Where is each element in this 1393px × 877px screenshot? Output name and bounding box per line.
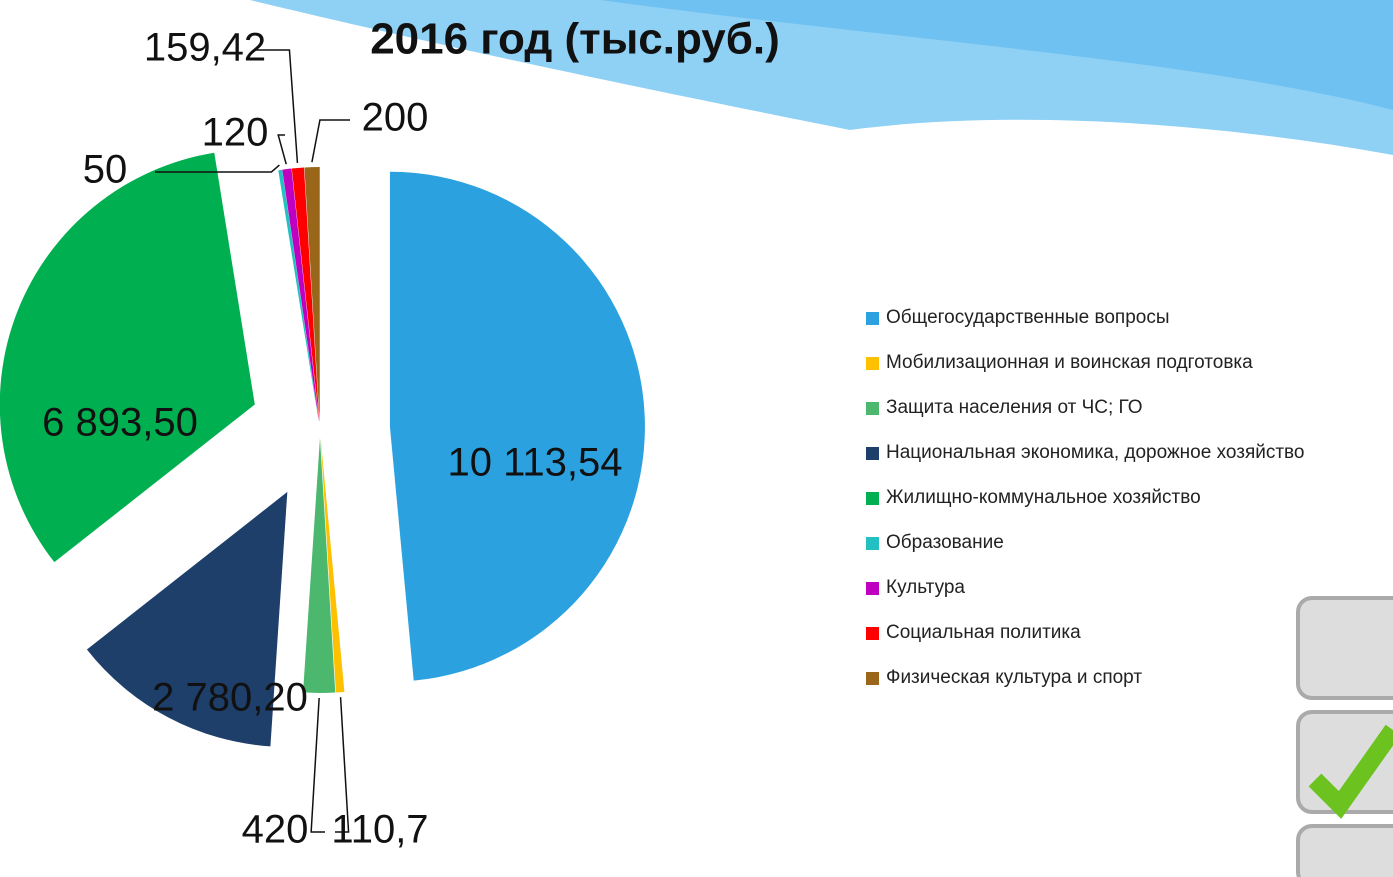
data-label: 200 [362,96,429,140]
legend-label: Культура [886,577,965,598]
legend-label: Жилищно-коммунальное хозяйство [886,487,1201,508]
checklist-icon [1298,598,1393,877]
legend-label: Социальная политика [886,622,1081,643]
chart-title: 2016 год (тыс.руб.) [370,15,780,64]
legend-label: Защита населения от ЧС; ГО [886,397,1143,418]
leader-line [311,698,325,832]
legend-swatch [866,402,879,415]
data-label: 110,7 [331,808,428,852]
legend-swatch [866,492,879,505]
legend-swatch [866,357,879,370]
data-label: 50 [83,148,128,192]
data-label: 6 893,50 [42,401,198,445]
legend-swatch [866,582,879,595]
slide: 2016 год (тыс.руб.) 10 113,54 110,7 420 2 7… [0,0,1393,877]
pie-slice [390,172,645,681]
leader-line [312,120,350,162]
legend-swatch [866,537,879,550]
data-label: 2 780,20 [152,676,308,720]
legend-label: Национальная экономика, дорожное хозяйст… [886,442,1305,463]
legend-swatch [866,447,879,460]
data-label: 420 [242,808,309,852]
legend-label: Физическая культура и спорт [886,667,1142,688]
data-label: 120 [202,111,269,155]
pie-slice [0,153,255,562]
legend-label: Мобилизационная и воинская подготовка [886,352,1253,373]
legend-label: Образование [886,532,1004,553]
legend-label: Общегосударственные вопросы [886,307,1169,328]
legend-swatch [866,627,879,640]
legend-swatch [866,312,879,325]
data-label: 159,42 [144,26,266,70]
data-label: 10 113,54 [448,441,623,485]
leader-line [278,135,286,164]
legend-swatch [866,672,879,685]
